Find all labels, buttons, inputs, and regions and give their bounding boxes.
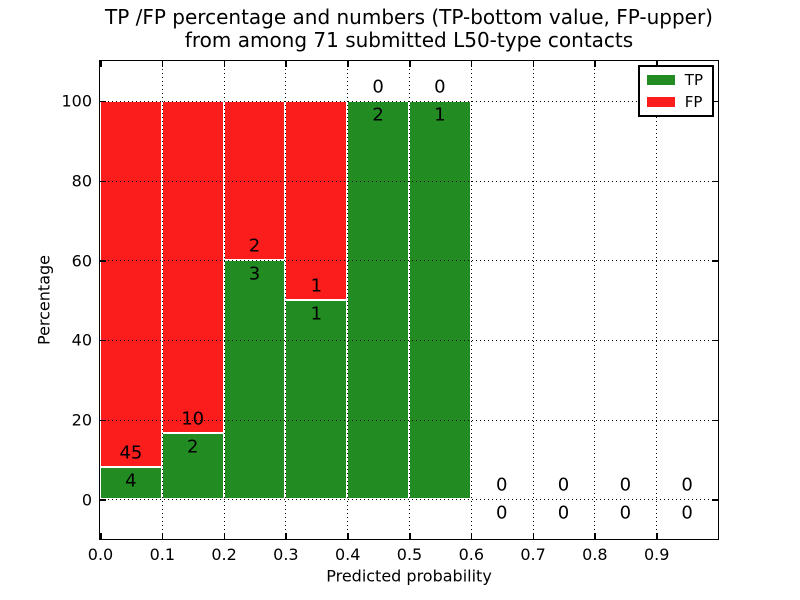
x-tick-mark-top: [100, 61, 102, 67]
x-tick-mark-top: [161, 61, 164, 67]
bar-value-label-tp: 2: [372, 104, 384, 126]
bar-value-label-tp: 0: [557, 502, 570, 524]
gridline-vertical: [409, 61, 410, 539]
x-tick-mark: [656, 533, 658, 539]
x-tick-mark-top: [223, 61, 226, 67]
legend-label-tp: TP: [684, 71, 703, 89]
x-tick-label: 0.2: [211, 545, 237, 564]
legend-swatch-tp: [646, 75, 675, 85]
bar-segment-fp: [100, 100, 162, 467]
x-tick-mark: [470, 533, 473, 539]
bar-segment-tp: [223, 260, 286, 500]
y-tick-label: 0: [81, 490, 92, 510]
x-axis-label: Predicted probability: [326, 566, 492, 586]
bar-value-label-fp: 1: [310, 275, 323, 297]
y-tick-mark: [100, 339, 106, 342]
y-tick-mark: [100, 499, 106, 501]
y-tick-mark: [100, 100, 106, 103]
gridline-vertical: [470, 61, 472, 539]
bar-segment-tp: [409, 100, 471, 500]
x-tick-mark-top: [532, 61, 535, 67]
y-tick-mark-right: [712, 499, 718, 501]
y-tick-mark: [100, 260, 106, 262]
bar-value-label-fp: 0: [681, 474, 693, 496]
legend-swatch-fp: [646, 97, 675, 107]
bar-segment-tp: [100, 466, 162, 500]
x-tick-label: 0.4: [334, 545, 361, 564]
legend: TP FP: [637, 65, 714, 117]
y-tick-label: 40: [71, 330, 92, 350]
legend-item-tp: TP: [646, 71, 703, 89]
gridline-vertical: [594, 61, 596, 539]
bar-segment-fp: [161, 100, 224, 433]
bar-value-label-fp: 10: [181, 408, 205, 430]
gridline-vertical: [161, 61, 163, 539]
y-tick-mark-right: [712, 260, 718, 262]
bar-value-label-fp: 0: [619, 474, 632, 496]
x-tick-mark-top: [470, 61, 473, 67]
y-tick-mark: [100, 419, 106, 421]
plot-area: TP FP 45 4 10 2 2 3 1 1 0 2 0 1 0 0 0 0 0 0 0 0: [99, 60, 719, 540]
bar-value-label-fp: 45: [119, 442, 143, 464]
gridline-vertical: [285, 61, 287, 539]
x-tick-mark-top: [347, 61, 349, 67]
bar-value-label-tp: 4: [125, 470, 137, 492]
bar-value-label-tp: 3: [248, 263, 261, 285]
x-tick-mark: [161, 533, 164, 539]
y-tick-mark-right: [712, 419, 718, 421]
bar-value-label-tp: 0: [619, 502, 632, 524]
x-tick-label: 0.7: [520, 545, 546, 564]
bar-segment-fp: [285, 100, 348, 300]
y-tick-label: 80: [71, 171, 92, 191]
y-tick-label: 100: [61, 91, 92, 111]
bar-segment-tp: [285, 300, 348, 500]
bar-value-label-fp: 2: [248, 235, 261, 257]
y-tick-label: 20: [71, 410, 92, 430]
x-tick-mark: [285, 533, 287, 539]
x-tick-label: 0.5: [396, 545, 423, 564]
bar-value-label-tp: 0: [495, 502, 508, 524]
legend-item-fp: FP: [646, 93, 703, 111]
x-tick-label: 0.3: [273, 545, 299, 564]
y-tick-mark-right: [712, 339, 718, 342]
chart-title-line2: from among 71 submitted L50-type contact…: [184, 28, 634, 52]
bar-value-label-fp: 0: [372, 76, 384, 98]
x-tick-mark: [594, 533, 596, 539]
gridline-vertical: [347, 61, 349, 539]
gridline-vertical: [223, 61, 225, 539]
bar-value-label-fp: 0: [495, 474, 508, 496]
x-tick-mark: [100, 533, 102, 539]
y-axis-label: Percentage: [34, 254, 54, 346]
chart-title-line1: TP /FP percentage and numbers (TP-bottom…: [105, 5, 713, 29]
x-tick-label: 0.6: [458, 545, 485, 564]
bar-segment-tp: [347, 100, 409, 500]
x-tick-mark: [409, 533, 411, 539]
x-tick-mark-top: [594, 61, 596, 67]
y-tick-mark-right: [712, 180, 718, 182]
x-tick-mark-top: [656, 61, 658, 67]
legend-label-fp: FP: [684, 93, 703, 111]
x-tick-mark: [347, 533, 349, 539]
x-tick-label: 0.0: [87, 545, 114, 564]
bar-value-label-tp: 0: [681, 502, 693, 524]
gridline-vertical: [656, 61, 658, 539]
x-tick-mark: [223, 533, 226, 539]
x-tick-label: 0.8: [582, 545, 608, 564]
y-tick-mark-right: [712, 100, 718, 103]
y-tick-mark: [100, 180, 106, 182]
y-tick-label: 60: [71, 251, 92, 271]
x-tick-mark-top: [285, 61, 287, 67]
bar-segment-tp: [161, 432, 224, 500]
bar-value-label-fp: 0: [557, 474, 570, 496]
x-tick-label: 0.1: [149, 545, 176, 564]
x-tick-mark: [532, 533, 535, 539]
x-tick-label: 0.9: [643, 545, 670, 564]
x-tick-mark-top: [409, 61, 411, 67]
bar-value-label-tp: 1: [310, 303, 323, 325]
bar-value-label-tp: 2: [186, 436, 199, 458]
bar-value-label-fp: 0: [434, 76, 446, 98]
bar-value-label-tp: 1: [434, 104, 446, 126]
gridline-vertical: [532, 61, 534, 539]
